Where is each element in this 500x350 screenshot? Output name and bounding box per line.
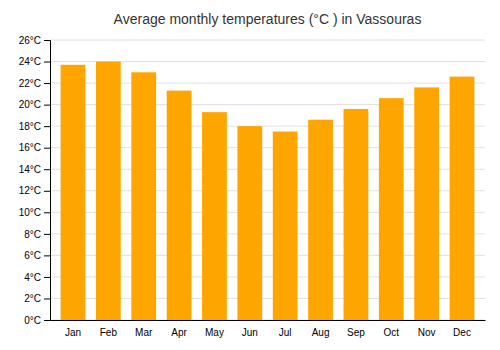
x-tick: May bbox=[205, 327, 224, 338]
y-tick-label: 6°C bbox=[24, 250, 41, 261]
y-tick-mark bbox=[44, 83, 50, 84]
y-tick: 8°C bbox=[24, 229, 50, 240]
y-tick: 16°C bbox=[19, 142, 50, 153]
x-axis: Jan Feb Mar Apr May Jun Jul Aug Sep Oct Nov Dec bbox=[51, 321, 486, 339]
bar bbox=[131, 72, 156, 320]
x-tick: Mar bbox=[135, 327, 153, 338]
y-tick-mark bbox=[44, 298, 50, 299]
y-tick-label: 4°C bbox=[24, 272, 41, 283]
x-tick-label: Dec bbox=[453, 327, 471, 338]
x-tick-label: May bbox=[205, 327, 224, 338]
x-tick-label: Nov bbox=[418, 327, 436, 338]
grid bbox=[50, 40, 485, 320]
y-tick-mark bbox=[44, 126, 50, 127]
y-tick: 12°C bbox=[19, 185, 50, 196]
x-tick: Jul bbox=[279, 327, 292, 338]
bar bbox=[308, 120, 333, 320]
y-tick-label: 12°C bbox=[19, 185, 41, 196]
y-tick-mark bbox=[44, 62, 50, 63]
y-tick-label: 18°C bbox=[19, 121, 41, 132]
bar bbox=[167, 91, 192, 320]
y-axis: 0°C 2°C 4°C 6°C 8°C 10°C 12°C 14°C 16°C 18°C 20°C 2… bbox=[19, 35, 51, 326]
y-tick-mark bbox=[44, 148, 50, 149]
x-tick-label: Jun bbox=[242, 327, 258, 338]
bar bbox=[96, 62, 121, 320]
x-tick-label: Mar bbox=[135, 327, 153, 338]
y-tick-mark bbox=[44, 40, 50, 41]
bar bbox=[202, 112, 227, 320]
y-axis-line bbox=[44, 41, 51, 321]
y-tick: 6°C bbox=[24, 250, 50, 261]
x-tick-label: Aug bbox=[312, 327, 330, 338]
bar bbox=[450, 77, 475, 320]
plot-area: 0°C 2°C 4°C 6°C 8°C 10°C 12°C 14°C 16°C 18°C 20°C 2… bbox=[19, 35, 486, 338]
bar bbox=[273, 132, 298, 320]
x-tick-label: Jul bbox=[279, 327, 292, 338]
x-tick-label: Oct bbox=[383, 327, 399, 338]
x-tick: Sep bbox=[347, 327, 365, 338]
y-tick: 24°C bbox=[19, 56, 50, 67]
y-tick-mark bbox=[44, 191, 50, 192]
y-tick: 14°C bbox=[19, 164, 50, 175]
y-tick-label: 20°C bbox=[19, 99, 41, 110]
bars bbox=[61, 62, 475, 320]
y-tick: 2°C bbox=[24, 293, 50, 304]
x-tick: Apr bbox=[171, 327, 187, 338]
y-tick-mark bbox=[44, 105, 50, 106]
y-tick-label: 2°C bbox=[24, 293, 41, 304]
y-tick-mark bbox=[44, 212, 50, 213]
grid-line bbox=[50, 40, 485, 41]
y-tick-label: 16°C bbox=[19, 142, 41, 153]
y-tick: 18°C bbox=[19, 121, 50, 132]
x-tick-label: Feb bbox=[100, 327, 118, 338]
x-tick-label: Apr bbox=[171, 327, 187, 338]
y-tick: 26°C bbox=[19, 35, 50, 46]
y-tick-label: 8°C bbox=[24, 229, 41, 240]
x-tick-label: Sep bbox=[347, 327, 365, 338]
y-tick-label: 24°C bbox=[19, 56, 41, 67]
y-tick-label: 14°C bbox=[19, 164, 41, 175]
x-tick: Aug bbox=[312, 327, 330, 338]
y-tick-mark bbox=[44, 320, 50, 321]
x-tick: Oct bbox=[383, 327, 399, 338]
y-tick-label: 26°C bbox=[19, 35, 41, 46]
x-tick: Nov bbox=[418, 327, 436, 338]
x-tick: Feb bbox=[100, 327, 118, 338]
y-tick-mark bbox=[44, 169, 50, 170]
y-tick: 22°C bbox=[19, 78, 50, 89]
x-tick: Jun bbox=[242, 327, 258, 338]
y-tick-label: 22°C bbox=[19, 78, 41, 89]
bar bbox=[344, 109, 369, 320]
bar bbox=[414, 87, 439, 320]
bar bbox=[237, 126, 262, 320]
x-tick: Jan bbox=[65, 327, 81, 338]
title: Average monthly temperatures (°C ) in Va… bbox=[114, 11, 422, 27]
y-tick: 10°C bbox=[19, 207, 50, 218]
y-tick-mark bbox=[44, 277, 50, 278]
y-tick-mark bbox=[44, 234, 50, 235]
y-tick-label: 0°C bbox=[24, 315, 41, 326]
chart: 0°C 2°C 4°C 6°C 8°C 10°C 12°C 14°C 16°C 18°C 20°C 2… bbox=[0, 0, 500, 350]
x-axis-line bbox=[51, 320, 486, 321]
y-tick-label: 10°C bbox=[19, 207, 41, 218]
y-tick: 4°C bbox=[24, 272, 50, 283]
x-tick-label: Jan bbox=[65, 327, 81, 338]
y-tick-mark bbox=[44, 255, 50, 256]
x-tick: Dec bbox=[453, 327, 471, 338]
y-tick: 20°C bbox=[19, 99, 50, 110]
bar bbox=[61, 65, 86, 320]
bar bbox=[379, 98, 404, 320]
y-tick: 0°C bbox=[24, 315, 50, 326]
